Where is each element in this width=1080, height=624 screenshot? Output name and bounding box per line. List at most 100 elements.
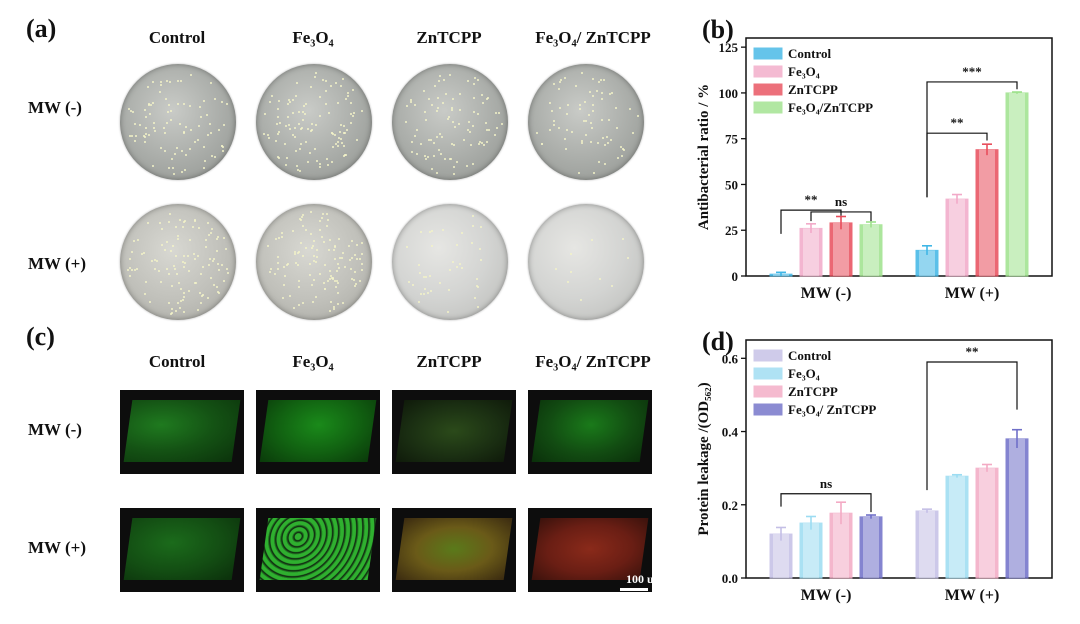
legend-swatch bbox=[753, 403, 783, 416]
significance-label: ns bbox=[820, 476, 832, 491]
y-tick-label: 0.4 bbox=[722, 425, 739, 440]
colony-dot bbox=[180, 80, 183, 83]
colony-dot bbox=[144, 126, 147, 129]
colony-dot bbox=[166, 80, 169, 83]
colony-dot bbox=[329, 239, 332, 242]
colony-dot bbox=[298, 279, 301, 282]
colony-dot bbox=[413, 135, 416, 138]
colony-dot bbox=[433, 142, 436, 145]
colony-dot bbox=[149, 104, 152, 107]
colony-dot bbox=[452, 166, 455, 169]
colony-dot bbox=[315, 159, 318, 162]
colony-dot bbox=[319, 96, 322, 99]
colony-dot bbox=[292, 111, 295, 114]
colony-dot bbox=[144, 281, 147, 284]
colony-dot bbox=[268, 136, 271, 139]
colony-dot bbox=[601, 91, 604, 94]
colony-dot bbox=[167, 220, 170, 223]
colony-dot bbox=[306, 127, 309, 130]
significance-label: ** bbox=[966, 344, 979, 359]
colony-dot bbox=[314, 295, 317, 298]
colony-dot bbox=[325, 225, 328, 228]
colony-dot bbox=[282, 283, 285, 286]
colony-dot bbox=[181, 225, 184, 228]
colony-dot bbox=[584, 119, 587, 122]
colony-dot bbox=[597, 161, 600, 164]
colony-dot bbox=[318, 166, 321, 169]
colony-dot bbox=[280, 231, 283, 234]
colony-dot bbox=[477, 143, 480, 146]
colony-dot bbox=[184, 125, 187, 128]
colony-dot bbox=[483, 144, 486, 147]
colony-dot bbox=[351, 278, 354, 281]
legend-label: Control bbox=[788, 46, 831, 61]
colony-dot bbox=[567, 280, 570, 283]
colony-dot bbox=[133, 139, 136, 142]
colony-dot bbox=[217, 129, 220, 132]
colony-dot bbox=[146, 86, 149, 89]
colony-dot bbox=[183, 132, 186, 135]
colony-dot bbox=[411, 151, 414, 154]
colony-dot bbox=[206, 134, 209, 137]
significance-bracket bbox=[810, 211, 872, 222]
legend-swatch bbox=[753, 101, 783, 114]
colony-dot bbox=[166, 241, 169, 244]
colony-dot bbox=[159, 222, 162, 225]
colony-dot bbox=[333, 308, 336, 311]
colony-dot bbox=[174, 225, 177, 228]
colony-dot bbox=[315, 124, 318, 127]
legend-label: ZnTCPP bbox=[788, 82, 838, 97]
colony-dot bbox=[217, 290, 220, 293]
colony-dot bbox=[495, 112, 498, 115]
colony-dot bbox=[151, 259, 154, 262]
colony-dot bbox=[129, 274, 132, 277]
colony-dot bbox=[436, 107, 439, 110]
colony-dot bbox=[445, 92, 448, 95]
colony-dot bbox=[605, 135, 608, 138]
colony-dot bbox=[168, 166, 171, 169]
colony-dot bbox=[592, 109, 595, 112]
colony-dot bbox=[170, 109, 173, 112]
colony-dot bbox=[411, 284, 414, 287]
colony-dot bbox=[330, 277, 333, 280]
colony-dot bbox=[221, 144, 224, 147]
colony-dot bbox=[590, 126, 593, 129]
colony-dot bbox=[447, 311, 450, 314]
colony-dot bbox=[340, 85, 343, 88]
colony-dot bbox=[599, 278, 602, 281]
colony-dot bbox=[177, 302, 180, 305]
colony-dot bbox=[484, 122, 487, 124]
colony-dot bbox=[178, 123, 181, 126]
colony-dot bbox=[132, 240, 135, 242]
colony-dot bbox=[277, 100, 280, 103]
colony-dot bbox=[200, 272, 203, 275]
colony-dot bbox=[344, 153, 347, 156]
panel-a-row-mw-plus: MW (+) bbox=[28, 254, 86, 273]
colony-dot bbox=[559, 107, 562, 110]
colony-dot bbox=[180, 300, 183, 303]
colony-dot bbox=[588, 114, 591, 117]
colony-dot bbox=[315, 72, 318, 74]
colony-dot bbox=[451, 107, 454, 110]
colony-dot bbox=[204, 246, 207, 249]
colony-dot bbox=[195, 282, 198, 285]
petri-dish-control-mw-minus bbox=[120, 64, 236, 180]
colony-dot bbox=[159, 280, 162, 283]
colony-dot bbox=[298, 251, 301, 254]
colony-dot bbox=[449, 157, 452, 160]
colony-dot bbox=[210, 276, 213, 279]
panel-c-col-fe3o4: Fe₃O₄ bbox=[292, 352, 334, 371]
colony-dot bbox=[456, 244, 459, 247]
colony-dot bbox=[622, 237, 625, 240]
colony-dot bbox=[174, 152, 177, 155]
colony-dot bbox=[424, 118, 427, 121]
colony-dot bbox=[151, 164, 154, 167]
colony-dot bbox=[466, 80, 469, 83]
colony-dot bbox=[322, 79, 325, 82]
colony-dot bbox=[221, 100, 224, 103]
colony-dot bbox=[431, 168, 434, 171]
colony-dot bbox=[563, 77, 566, 80]
colony-dot bbox=[450, 143, 453, 146]
colony-dot bbox=[137, 238, 140, 241]
colony-dot bbox=[201, 265, 204, 268]
